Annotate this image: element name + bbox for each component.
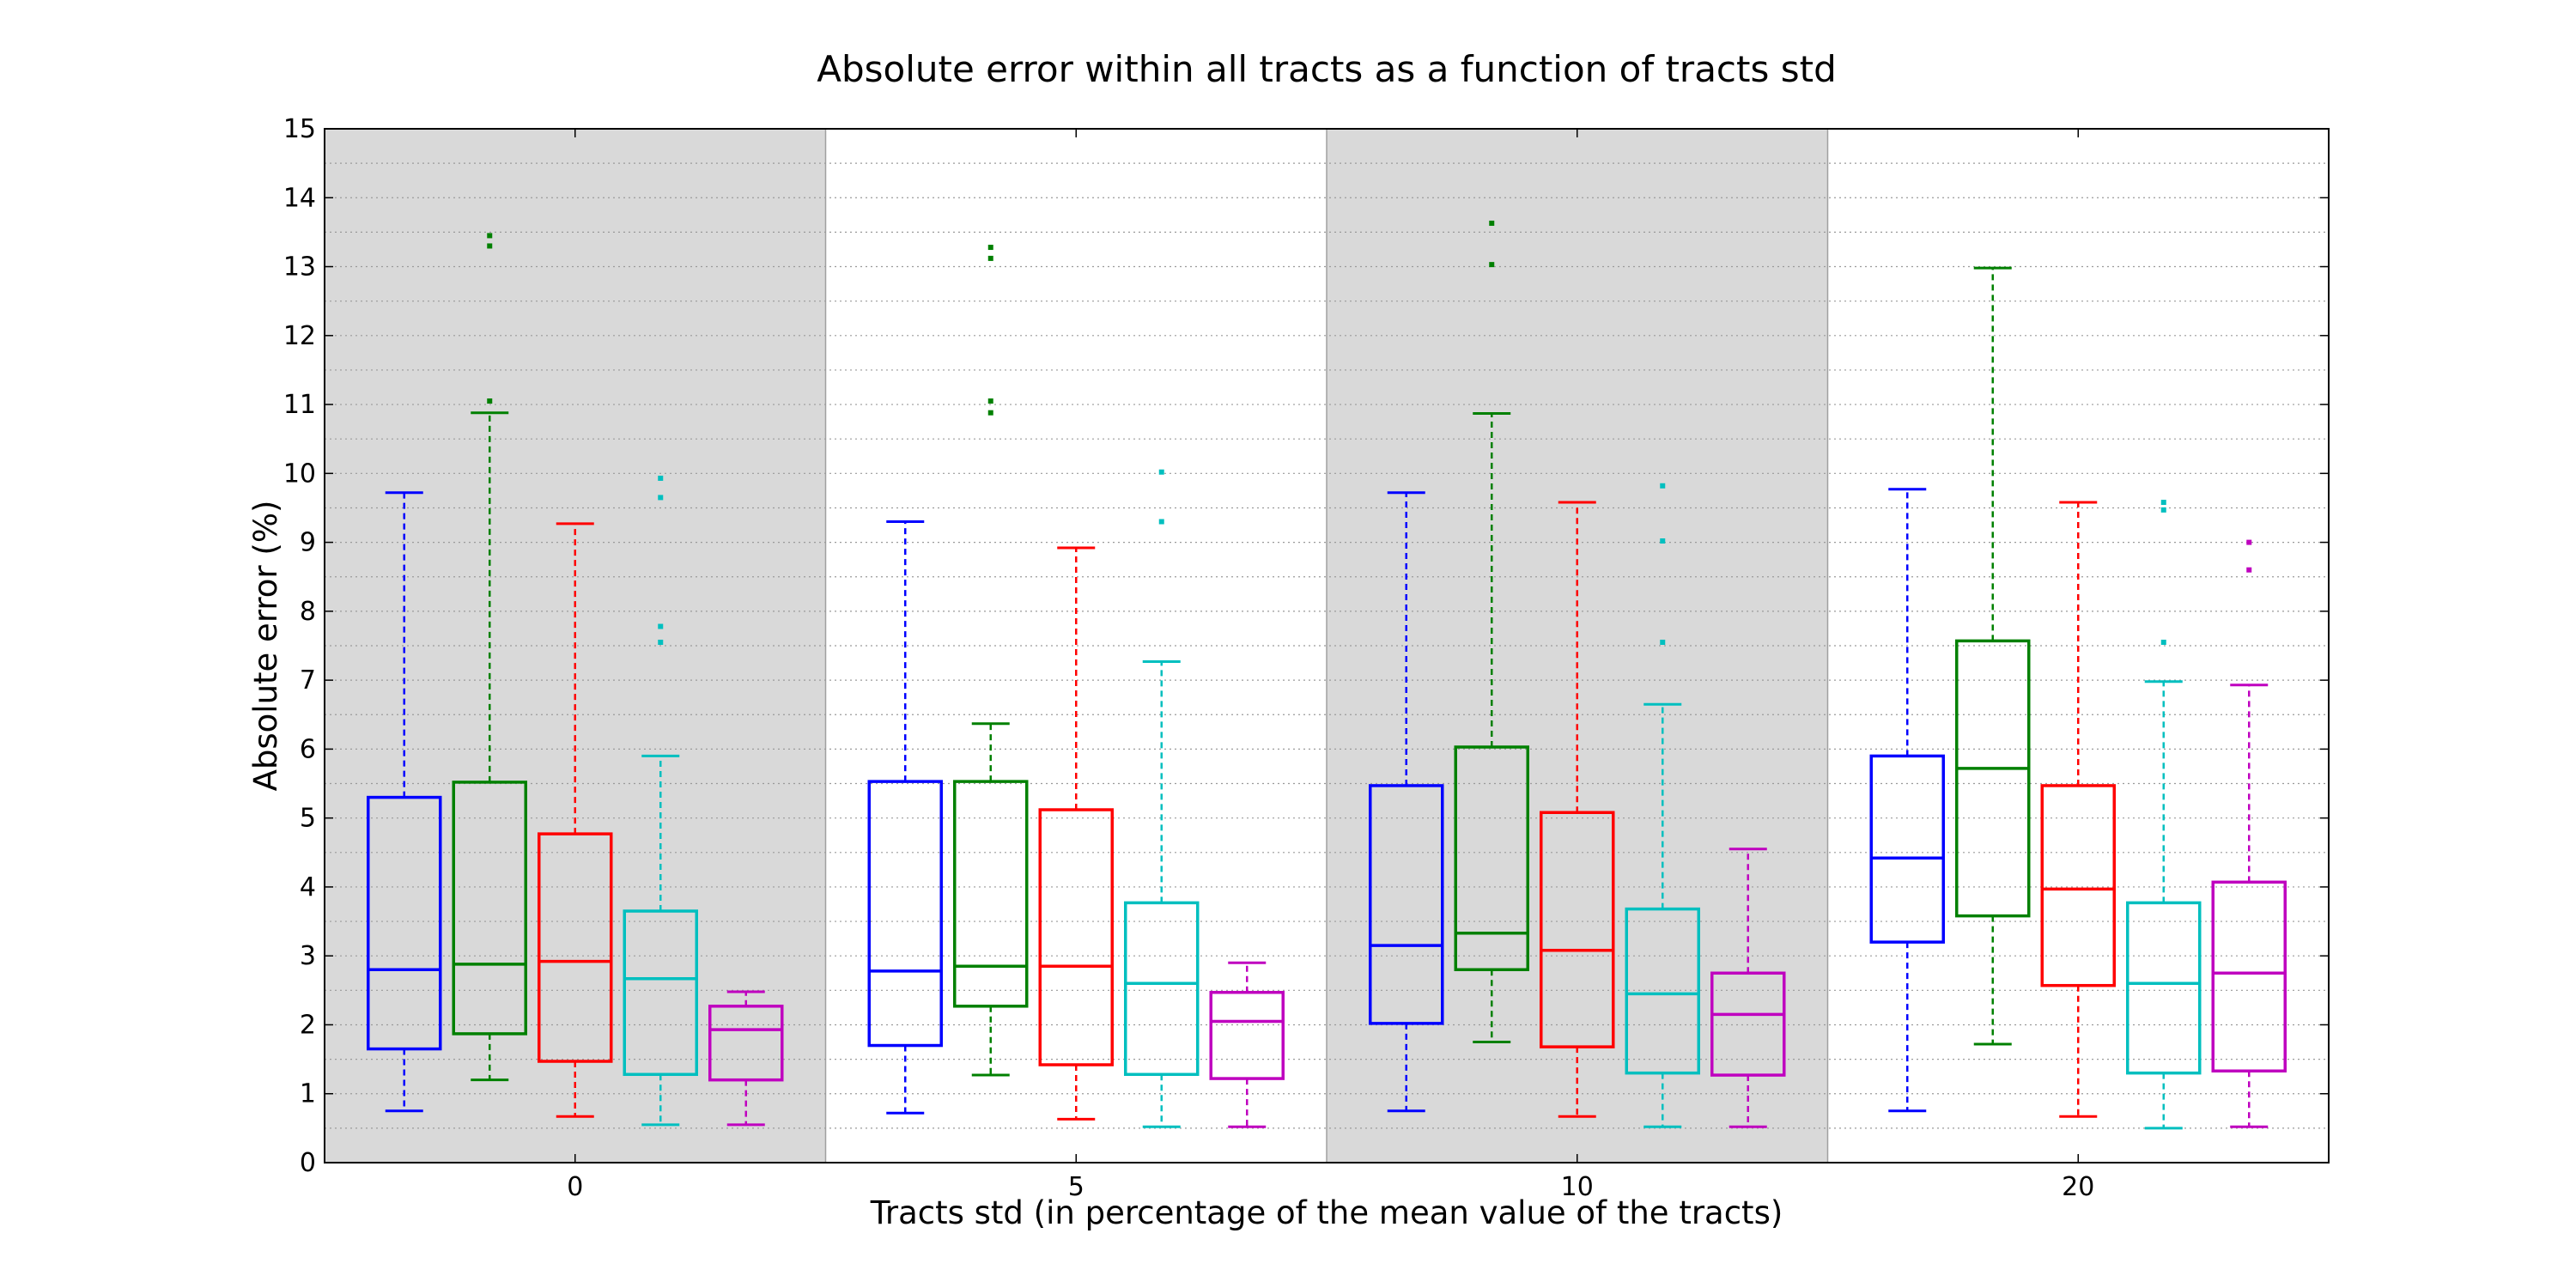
y-tick-label: 9 (300, 528, 316, 558)
box-iqr (1869, 754, 1945, 944)
box-iqr (367, 795, 442, 1051)
outlier-point (2246, 539, 2252, 545)
outlier-point (1660, 639, 1666, 645)
boxplot-10-green (1454, 220, 1529, 1044)
y-tick-label: 6 (300, 734, 316, 764)
outlier-point (487, 398, 493, 404)
x-tick-label: 5 (1068, 1172, 1084, 1202)
y-tick-label: 8 (300, 597, 316, 627)
outlier-point (1660, 483, 1666, 489)
outlier-point (1158, 469, 1164, 475)
plot-area (367, 220, 2287, 1130)
outlier-point (2160, 500, 2166, 506)
boxplot-5-green (953, 245, 1029, 1077)
x-tick-label: 10 (1561, 1172, 1594, 1202)
outlier-point (487, 243, 493, 249)
y-tick-label: 1 (300, 1079, 316, 1109)
outlier-point (1158, 519, 1164, 525)
box-iqr (953, 780, 1029, 1008)
box-iqr (2040, 784, 2116, 987)
outlier-point (487, 233, 493, 239)
outlier-point (987, 255, 993, 261)
outlier-point (987, 398, 993, 404)
box-iqr (1209, 990, 1285, 1080)
boxplot-0-blue (367, 491, 442, 1113)
y-gridlines (325, 162, 2329, 1129)
y-tick-label: 2 (300, 1010, 316, 1040)
boxplot-20-red (2040, 501, 2116, 1118)
y-tick-label: 3 (300, 941, 316, 971)
y-tick-label: 0 (300, 1148, 316, 1178)
boxplot-0-green (452, 233, 527, 1082)
y-tick-label: 15 (283, 114, 316, 144)
outlier-point (1489, 220, 1495, 226)
boxplot-0-cyan (623, 475, 698, 1127)
y-tick-label: 14 (283, 183, 316, 213)
box-iqr (1454, 745, 1529, 972)
boxplot-5-magenta (1209, 961, 1285, 1128)
outlier-point (2246, 567, 2252, 573)
boxplot-10-blue (1369, 491, 1444, 1113)
y-tick-label: 11 (283, 390, 316, 420)
box-iqr (708, 1005, 784, 1082)
y-tick-label: 12 (283, 321, 316, 351)
box-iqr (2126, 901, 2202, 1075)
x-tick-label: 0 (567, 1172, 583, 1202)
x-axis-label: Tracts std (in percentage of the mean va… (870, 1194, 1783, 1231)
outlier-point (987, 410, 993, 416)
outlier-point (1489, 262, 1495, 268)
chart-title: Absolute error within all tracts as a fu… (817, 48, 1836, 90)
y-axis-label: Absolute error (%) (247, 501, 284, 792)
boxplot-10-cyan (1625, 483, 1700, 1128)
y-tick-label: 5 (300, 804, 316, 834)
box-iqr (538, 832, 613, 1063)
y-tick-label: 7 (300, 665, 316, 696)
box-iqr (1540, 811, 1615, 1048)
box-iqr (623, 909, 698, 1077)
outlier-point (2160, 507, 2166, 513)
outlier-point (658, 495, 664, 501)
y-tick-label: 13 (283, 252, 316, 283)
outlier-point (2160, 639, 2166, 645)
boxplot-5-red (1038, 546, 1114, 1121)
outlier-point (658, 475, 664, 481)
plot-frame (324, 128, 2330, 1163)
box-iqr (1369, 784, 1444, 1025)
x-axis-ticks: 0 5 10 20 (567, 129, 2094, 1202)
boxplot-10-red (1540, 501, 1615, 1118)
boxplot-0-red (538, 522, 613, 1118)
boxplot-10-magenta (1710, 848, 1786, 1128)
boxplot-20-cyan (2126, 500, 2202, 1130)
y-tick-label: 4 (300, 872, 316, 902)
box-iqr (452, 781, 527, 1036)
outlier-point (658, 639, 664, 645)
box-iqr (867, 780, 943, 1048)
box-iqr (1710, 971, 1786, 1077)
box-iqr (1124, 901, 1200, 1077)
group-background-bands (325, 129, 1829, 1163)
boxplot-5-cyan (1124, 469, 1200, 1128)
outlier-point (1660, 538, 1666, 544)
boxplot-5-blue (867, 520, 943, 1115)
y-tick-label: 10 (283, 459, 316, 489)
boxplot-20-blue (1869, 488, 1945, 1113)
box-iqr (1038, 808, 1114, 1066)
box-iqr (1955, 639, 2031, 918)
box-iqr (1625, 907, 1700, 1075)
outlier-point (658, 623, 664, 629)
box-iqr (2211, 880, 2287, 1072)
boxplot-20-green (1955, 266, 2031, 1046)
x-tick-label: 20 (2062, 1172, 2094, 1202)
boxplot-20-magenta (2211, 539, 2287, 1128)
outlier-point (987, 245, 993, 251)
boxplot-0-magenta (708, 990, 784, 1127)
